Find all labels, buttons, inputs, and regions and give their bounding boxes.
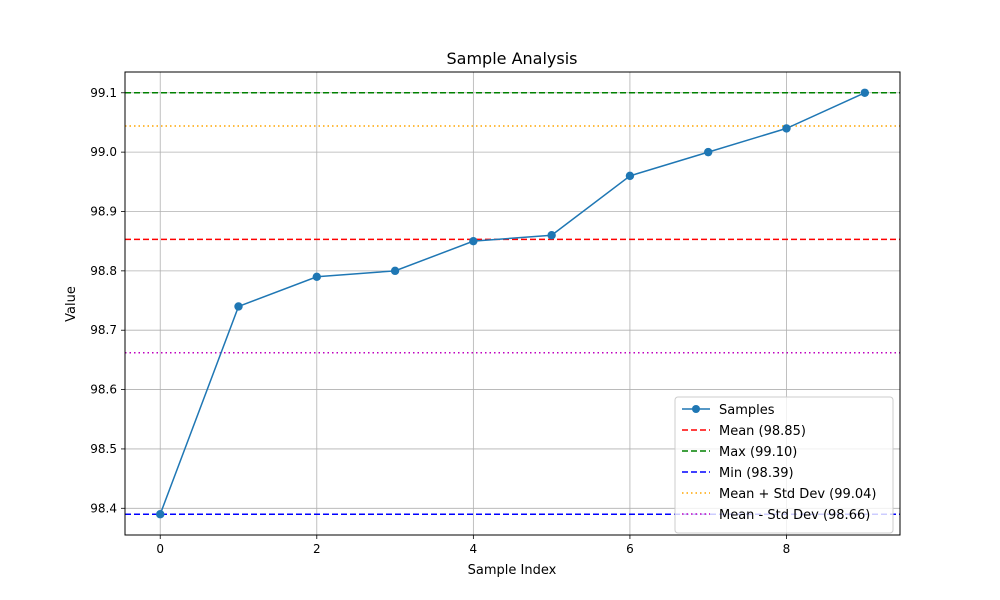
data-point bbox=[547, 231, 556, 240]
reference-lines bbox=[125, 92, 900, 515]
legend-label: Mean - Std Dev (98.66) bbox=[719, 508, 870, 523]
data-point bbox=[469, 236, 478, 246]
data-point bbox=[782, 124, 791, 133]
y-tick-label: 98.8 bbox=[90, 264, 117, 278]
x-tick-label: 2 bbox=[313, 542, 321, 556]
y-tick-label: 99.0 bbox=[90, 145, 117, 159]
y-tick-label: 98.4 bbox=[90, 501, 117, 515]
data-point bbox=[704, 147, 713, 157]
y-tick-label: 99.1 bbox=[90, 86, 117, 100]
series-line bbox=[159, 92, 866, 515]
data-point bbox=[625, 171, 635, 181]
data-point bbox=[860, 88, 869, 97]
legend-label: Mean (98.85) bbox=[719, 424, 806, 439]
x-tick-label: 6 bbox=[626, 542, 634, 556]
x-tick-label: 4 bbox=[470, 542, 478, 556]
series-lines bbox=[156, 88, 869, 519]
data-point bbox=[234, 302, 243, 311]
x-axis-label: Sample Index bbox=[468, 563, 557, 578]
legend-label: Min (98.39) bbox=[719, 466, 794, 481]
y-tick-label: 98.9 bbox=[90, 204, 117, 218]
x-tick-label: 0 bbox=[156, 542, 164, 556]
y-axis-label: Value bbox=[64, 286, 79, 322]
axis-ticks: 0 2 4 6 8 98.4 98.5 98.6 98.7 98.8 98.9 99.0 99.1 bbox=[90, 86, 790, 556]
y-tick-label: 98.5 bbox=[90, 442, 117, 456]
plot-area-frame bbox=[124, 71, 901, 536]
legend-label: Samples bbox=[719, 403, 775, 418]
data-point bbox=[312, 272, 321, 281]
chart-title: Sample Analysis bbox=[447, 49, 578, 68]
legend-box bbox=[674, 396, 894, 534]
x-tick-label: 8 bbox=[783, 542, 791, 556]
legend-marker-swatch bbox=[692, 405, 700, 413]
legend: Samples Mean (98.85) Max (99.10) Min (98.39… bbox=[674, 396, 894, 534]
y-tick-label: 98.6 bbox=[90, 383, 117, 397]
legend-label: Max (99.10) bbox=[719, 445, 797, 460]
data-point bbox=[156, 510, 165, 519]
legend-label: Mean + Std Dev (99.04) bbox=[719, 487, 877, 502]
data-point bbox=[390, 266, 400, 276]
y-tick-label: 98.7 bbox=[90, 323, 117, 337]
